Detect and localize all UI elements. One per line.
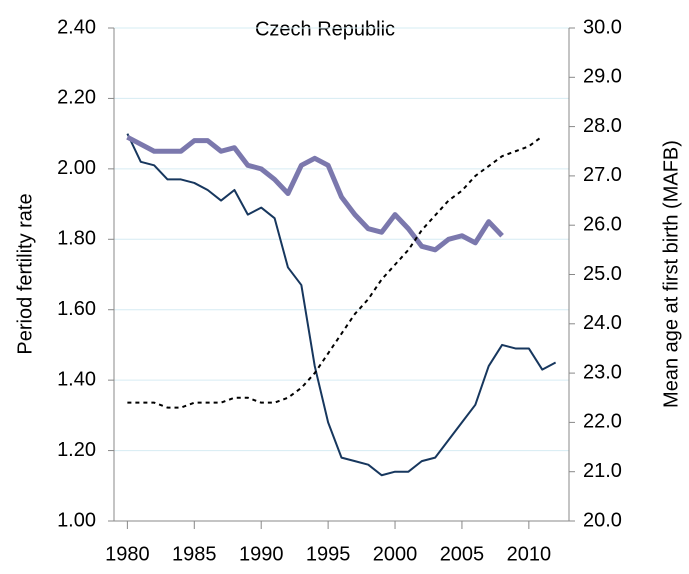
x-tick-label: 2000	[373, 543, 418, 565]
y2-tick-label: 28.0	[583, 115, 622, 137]
chart-title: Czech Republic	[255, 18, 395, 40]
series-line	[126, 133, 557, 477]
y2-tick-label: 26.0	[583, 213, 622, 235]
y2-tick-label: 21.0	[583, 460, 622, 482]
y2-tick-label: 25.0	[583, 263, 622, 285]
x-tick-label: 1985	[172, 543, 217, 565]
y2-tick-label: 20.0	[583, 509, 622, 531]
x-tick-label: 2010	[507, 543, 552, 565]
y2-tick-label: 24.0	[583, 312, 622, 334]
y2-tick-label: 27.0	[583, 164, 622, 186]
y2-tick-label: 29.0	[583, 66, 622, 88]
y-tick-label: 1.40	[57, 368, 96, 390]
y2-tick-label: 30.0	[583, 16, 622, 38]
x-tick-label: 1990	[239, 543, 284, 565]
x-tick-label: 1980	[105, 543, 150, 565]
y-axis-label: Period fertility rate	[14, 193, 36, 354]
y-tick-label: 1.60	[57, 298, 96, 320]
y-tick-label: 2.00	[57, 157, 96, 179]
y-tick-label: 2.20	[57, 87, 96, 109]
y-tick-label: 1.80	[57, 228, 96, 250]
x-tick-label: 1995	[306, 543, 351, 565]
x-tick-label: 2005	[440, 543, 485, 565]
y2-tick-label: 23.0	[583, 361, 622, 383]
y-tick-label: 2.40	[57, 16, 96, 38]
series-line	[126, 134, 504, 253]
y2-axis-label: Mean age at first birth (MAFB)	[660, 140, 682, 408]
y-tick-label: 1.20	[57, 439, 96, 461]
y2-tick-label: 22.0	[583, 411, 622, 433]
y-tick-label: 1.00	[57, 509, 96, 531]
